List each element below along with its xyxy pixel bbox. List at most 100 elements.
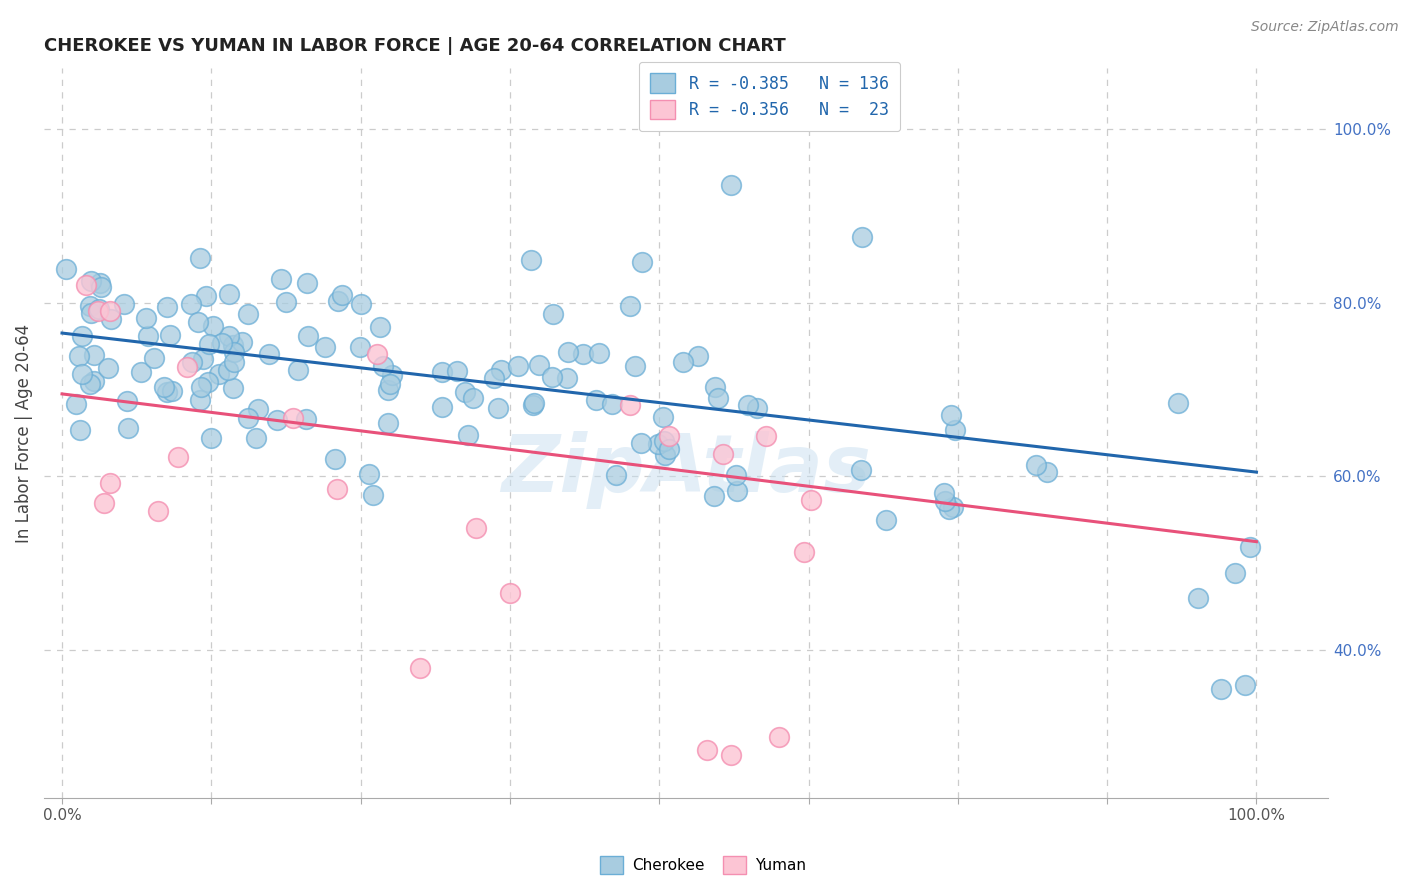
Point	[523, 396, 546, 410]
Point	[155, 300, 177, 314]
Point	[793, 544, 815, 558]
Point	[350, 297, 373, 311]
Point	[755, 428, 778, 442]
Point	[197, 375, 219, 389]
Point	[737, 398, 759, 412]
Point	[79, 299, 101, 313]
Point	[222, 381, 245, 395]
Point	[720, 178, 742, 193]
Text: CHEROKEE VS YUMAN IN LABOR FORCE | AGE 20-64 CORRELATION CHART: CHEROKEE VS YUMAN IN LABOR FORCE | AGE 2…	[44, 37, 786, 55]
Point	[146, 504, 169, 518]
Point	[652, 410, 675, 425]
Point	[541, 307, 564, 321]
Point	[934, 494, 956, 508]
Point	[631, 255, 654, 269]
Text: ZipAtlas: ZipAtlas	[501, 431, 872, 508]
Point	[222, 344, 245, 359]
Point	[1233, 678, 1256, 692]
Point	[377, 416, 399, 430]
Point	[363, 488, 385, 502]
Point	[499, 586, 522, 600]
Point	[80, 274, 103, 288]
Point	[707, 391, 730, 405]
Point	[100, 312, 122, 326]
Point	[65, 397, 87, 411]
Point	[482, 370, 505, 384]
Point	[486, 401, 509, 416]
Point	[720, 747, 742, 762]
Point	[326, 483, 349, 497]
Point	[939, 408, 962, 422]
Point	[464, 521, 486, 535]
Point	[454, 384, 477, 399]
Point	[93, 495, 115, 509]
Point	[371, 359, 394, 373]
Point	[135, 310, 157, 325]
Text: Source: ZipAtlas.com: Source: ZipAtlas.com	[1251, 20, 1399, 34]
Point	[72, 367, 94, 381]
Point	[136, 329, 159, 343]
Point	[295, 276, 318, 290]
Point	[357, 467, 380, 481]
Point	[190, 380, 212, 394]
Point	[295, 412, 318, 426]
Point	[131, 365, 153, 379]
Point	[647, 437, 669, 451]
Point	[711, 447, 734, 461]
Point	[83, 374, 105, 388]
Point	[541, 370, 564, 384]
Point	[245, 431, 267, 445]
Point	[600, 397, 623, 411]
Point	[207, 367, 229, 381]
Point	[201, 318, 224, 333]
Point	[942, 500, 965, 515]
Point	[188, 392, 211, 407]
Point	[938, 502, 960, 516]
Point	[218, 287, 240, 301]
Point	[1187, 591, 1209, 605]
Point	[323, 451, 346, 466]
Point	[247, 402, 270, 417]
Point	[506, 359, 529, 374]
Point	[211, 335, 233, 350]
Y-axis label: In Labor Force | Age 20-64: In Labor Force | Age 20-64	[15, 324, 32, 542]
Point	[430, 365, 453, 379]
Point	[686, 349, 709, 363]
Point	[187, 315, 209, 329]
Point	[672, 355, 695, 369]
Point	[1035, 465, 1057, 479]
Point	[259, 347, 281, 361]
Point	[87, 301, 110, 316]
Point	[194, 289, 217, 303]
Point	[98, 304, 121, 318]
Point	[115, 394, 138, 409]
Point	[557, 345, 579, 359]
Point	[1225, 566, 1247, 580]
Point	[703, 489, 725, 503]
Point	[409, 661, 432, 675]
Point	[624, 359, 647, 374]
Point	[1209, 682, 1232, 697]
Point	[96, 361, 118, 376]
Point	[200, 431, 222, 445]
Point	[55, 262, 77, 277]
Point	[224, 355, 246, 369]
Point	[70, 329, 93, 343]
Point	[588, 346, 610, 360]
Point	[143, 351, 166, 365]
Point	[457, 427, 479, 442]
Point	[461, 391, 484, 405]
Point	[378, 377, 401, 392]
Point	[190, 251, 212, 265]
Point	[571, 347, 593, 361]
Point	[155, 385, 177, 400]
Point	[932, 486, 955, 500]
Point	[377, 383, 399, 397]
Point	[198, 337, 221, 351]
Point	[117, 420, 139, 434]
Point	[287, 362, 309, 376]
Point	[555, 371, 578, 385]
Point	[217, 363, 239, 377]
Point	[69, 423, 91, 437]
Point	[181, 355, 204, 369]
